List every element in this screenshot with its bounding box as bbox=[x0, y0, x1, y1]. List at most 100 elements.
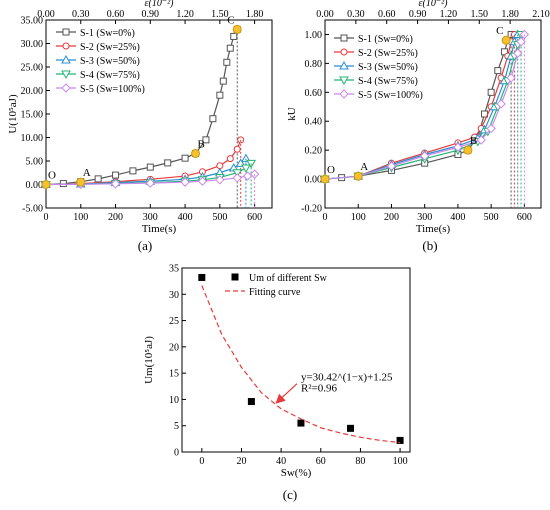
legend-entry: S-1 (Sw=0%) bbox=[334, 34, 413, 45]
data-point bbox=[233, 145, 241, 153]
legend-label: S-4 (Sw=75%) bbox=[80, 70, 140, 81]
data-point bbox=[487, 88, 495, 96]
data-point bbox=[209, 115, 217, 123]
data-point bbox=[230, 32, 238, 40]
series-0 bbox=[198, 273, 404, 444]
annotation-label: A bbox=[360, 161, 368, 173]
data-point bbox=[197, 176, 208, 186]
y-tick-label: 0.60 bbox=[305, 88, 323, 99]
x-axis-label: Time(s) bbox=[416, 223, 451, 235]
data-point bbox=[476, 135, 486, 145]
annotation-point bbox=[41, 180, 51, 189]
x-tick-label: 600 bbox=[247, 212, 262, 223]
y-axis-label: Um(10⁵aJ) bbox=[143, 336, 155, 384]
series-1 bbox=[42, 136, 245, 208]
data-point bbox=[198, 273, 206, 281]
x-tick-label: 80 bbox=[355, 456, 365, 467]
x-tick-label: 100 bbox=[393, 456, 408, 467]
top-tick-label: 0.00 bbox=[37, 9, 55, 20]
data-point bbox=[164, 159, 172, 167]
top-tick-label: 1.50 bbox=[471, 9, 489, 20]
chart-panel-b: 0 100 200 300 400 500 600 -0.20 0.00 0.20 0.40 0.60… bbox=[286, 0, 550, 253]
legend-marker bbox=[62, 42, 70, 50]
data-point bbox=[453, 142, 463, 152]
series-line bbox=[45, 29, 238, 186]
top-tick-label: 1.80 bbox=[501, 9, 519, 20]
legend-entry: Um of different Sw bbox=[231, 273, 328, 284]
y-tick-label: 35.00 bbox=[21, 16, 44, 27]
top-tick-label: 1.20 bbox=[176, 9, 194, 20]
x-axis-label: Sw(%) bbox=[281, 467, 312, 479]
legend-entry: S-2 (Sw=25%) bbox=[334, 48, 418, 59]
series-4 bbox=[41, 169, 260, 208]
data-point bbox=[226, 155, 234, 163]
top-tick-label: 0.60 bbox=[107, 9, 125, 20]
series-2 bbox=[320, 29, 523, 208]
legend-label: S-4 (Sw=75%) bbox=[358, 76, 418, 87]
series-1 bbox=[201, 285, 401, 444]
series-line bbox=[45, 173, 255, 186]
annotation-label: C bbox=[227, 14, 234, 26]
annotation-label: B bbox=[470, 135, 477, 147]
x-tick-label: 0 bbox=[323, 212, 328, 223]
x-tick-label: 500 bbox=[484, 212, 499, 223]
y-tick-label: 0.80 bbox=[305, 59, 323, 70]
legend-entry: S-2 (Sw=25%) bbox=[56, 42, 140, 53]
chart-panel-c: 0 20 40 60 80 100 0 5 10 15 20 25 30 35 Sw(%) Um(10⁵aJ)… bbox=[143, 264, 411, 502]
legend-label: S-2 (Sw=25%) bbox=[80, 42, 140, 53]
y-tick-label: 0 bbox=[174, 448, 179, 459]
x-tick-label: 600 bbox=[517, 212, 532, 223]
data-point bbox=[216, 91, 224, 99]
legend-label: S-2 (Sw=25%) bbox=[358, 48, 418, 59]
data-point bbox=[419, 151, 430, 161]
y-tick-label: 0.40 bbox=[305, 117, 323, 128]
y-tick-label: 15 bbox=[169, 369, 179, 380]
legend: S-1 (Sw=0%) S-2 (Sw=25%) S-3 (Sw=50%) S-4 (… bbox=[56, 28, 145, 95]
legend: S-1 (Sw=0%) S-2 (Sw=25%) S-3 (Sw=50%) S-4 (… bbox=[334, 34, 423, 101]
y-axis-label: U(10⁵aJ) bbox=[7, 94, 19, 134]
x-tick-label: 100 bbox=[73, 212, 88, 223]
annotation-point bbox=[463, 145, 473, 155]
legend-label: S-1 (Sw=0%) bbox=[80, 28, 135, 39]
legend-entry: Fitting curve bbox=[225, 287, 301, 298]
legend-marker bbox=[339, 89, 349, 99]
y-tick-label: 5.00 bbox=[26, 157, 44, 168]
panel-label: (b) bbox=[422, 238, 437, 253]
legend-marker bbox=[61, 83, 71, 93]
data-point bbox=[202, 136, 210, 144]
x-tick-label: 300 bbox=[143, 212, 158, 223]
data-point bbox=[500, 48, 508, 56]
data-point bbox=[247, 398, 255, 406]
data-point bbox=[215, 175, 225, 185]
legend-entry: S-1 (Sw=0%) bbox=[56, 28, 135, 39]
legend-entry: S-4 (Sw=75%) bbox=[56, 70, 140, 81]
legend-label: S-1 (Sw=0%) bbox=[358, 34, 413, 45]
top-tick-label: 1.20 bbox=[440, 9, 458, 20]
data-point bbox=[386, 161, 397, 171]
y-tick-label: 5 bbox=[174, 421, 179, 432]
y-tick-label: 35 bbox=[169, 264, 179, 275]
data-point bbox=[180, 177, 190, 187]
legend-label: S-5 (Sw=100%) bbox=[80, 84, 145, 95]
data-point bbox=[110, 179, 121, 189]
legend-entry: S-3 (Sw=50%) bbox=[56, 54, 140, 67]
x-tick-label: 0 bbox=[199, 456, 204, 467]
annotation-label: A bbox=[83, 167, 91, 179]
legend-label: S-3 (Sw=50%) bbox=[80, 56, 140, 67]
annotation-point bbox=[232, 24, 242, 34]
annotation-point bbox=[191, 148, 201, 158]
top-tick-label: 0.00 bbox=[316, 9, 334, 20]
top-tick-label: 0.30 bbox=[72, 9, 90, 20]
x-tick-label: 60 bbox=[316, 456, 326, 467]
data-point bbox=[513, 48, 523, 58]
annotation-label: R²=0.96 bbox=[301, 383, 338, 395]
y-tick-label: -5.00 bbox=[22, 204, 43, 215]
legend-label: Fitting curve bbox=[249, 287, 301, 298]
top-tick-label: 2.10 bbox=[532, 9, 550, 20]
annotation-label: C bbox=[496, 25, 503, 37]
data-point bbox=[396, 436, 404, 444]
y-tick-label: 25.00 bbox=[21, 63, 44, 74]
x-tick-label: 100 bbox=[351, 212, 366, 223]
top-tick-label: 0.90 bbox=[142, 9, 160, 20]
top-tick-label: 0.60 bbox=[378, 9, 396, 20]
